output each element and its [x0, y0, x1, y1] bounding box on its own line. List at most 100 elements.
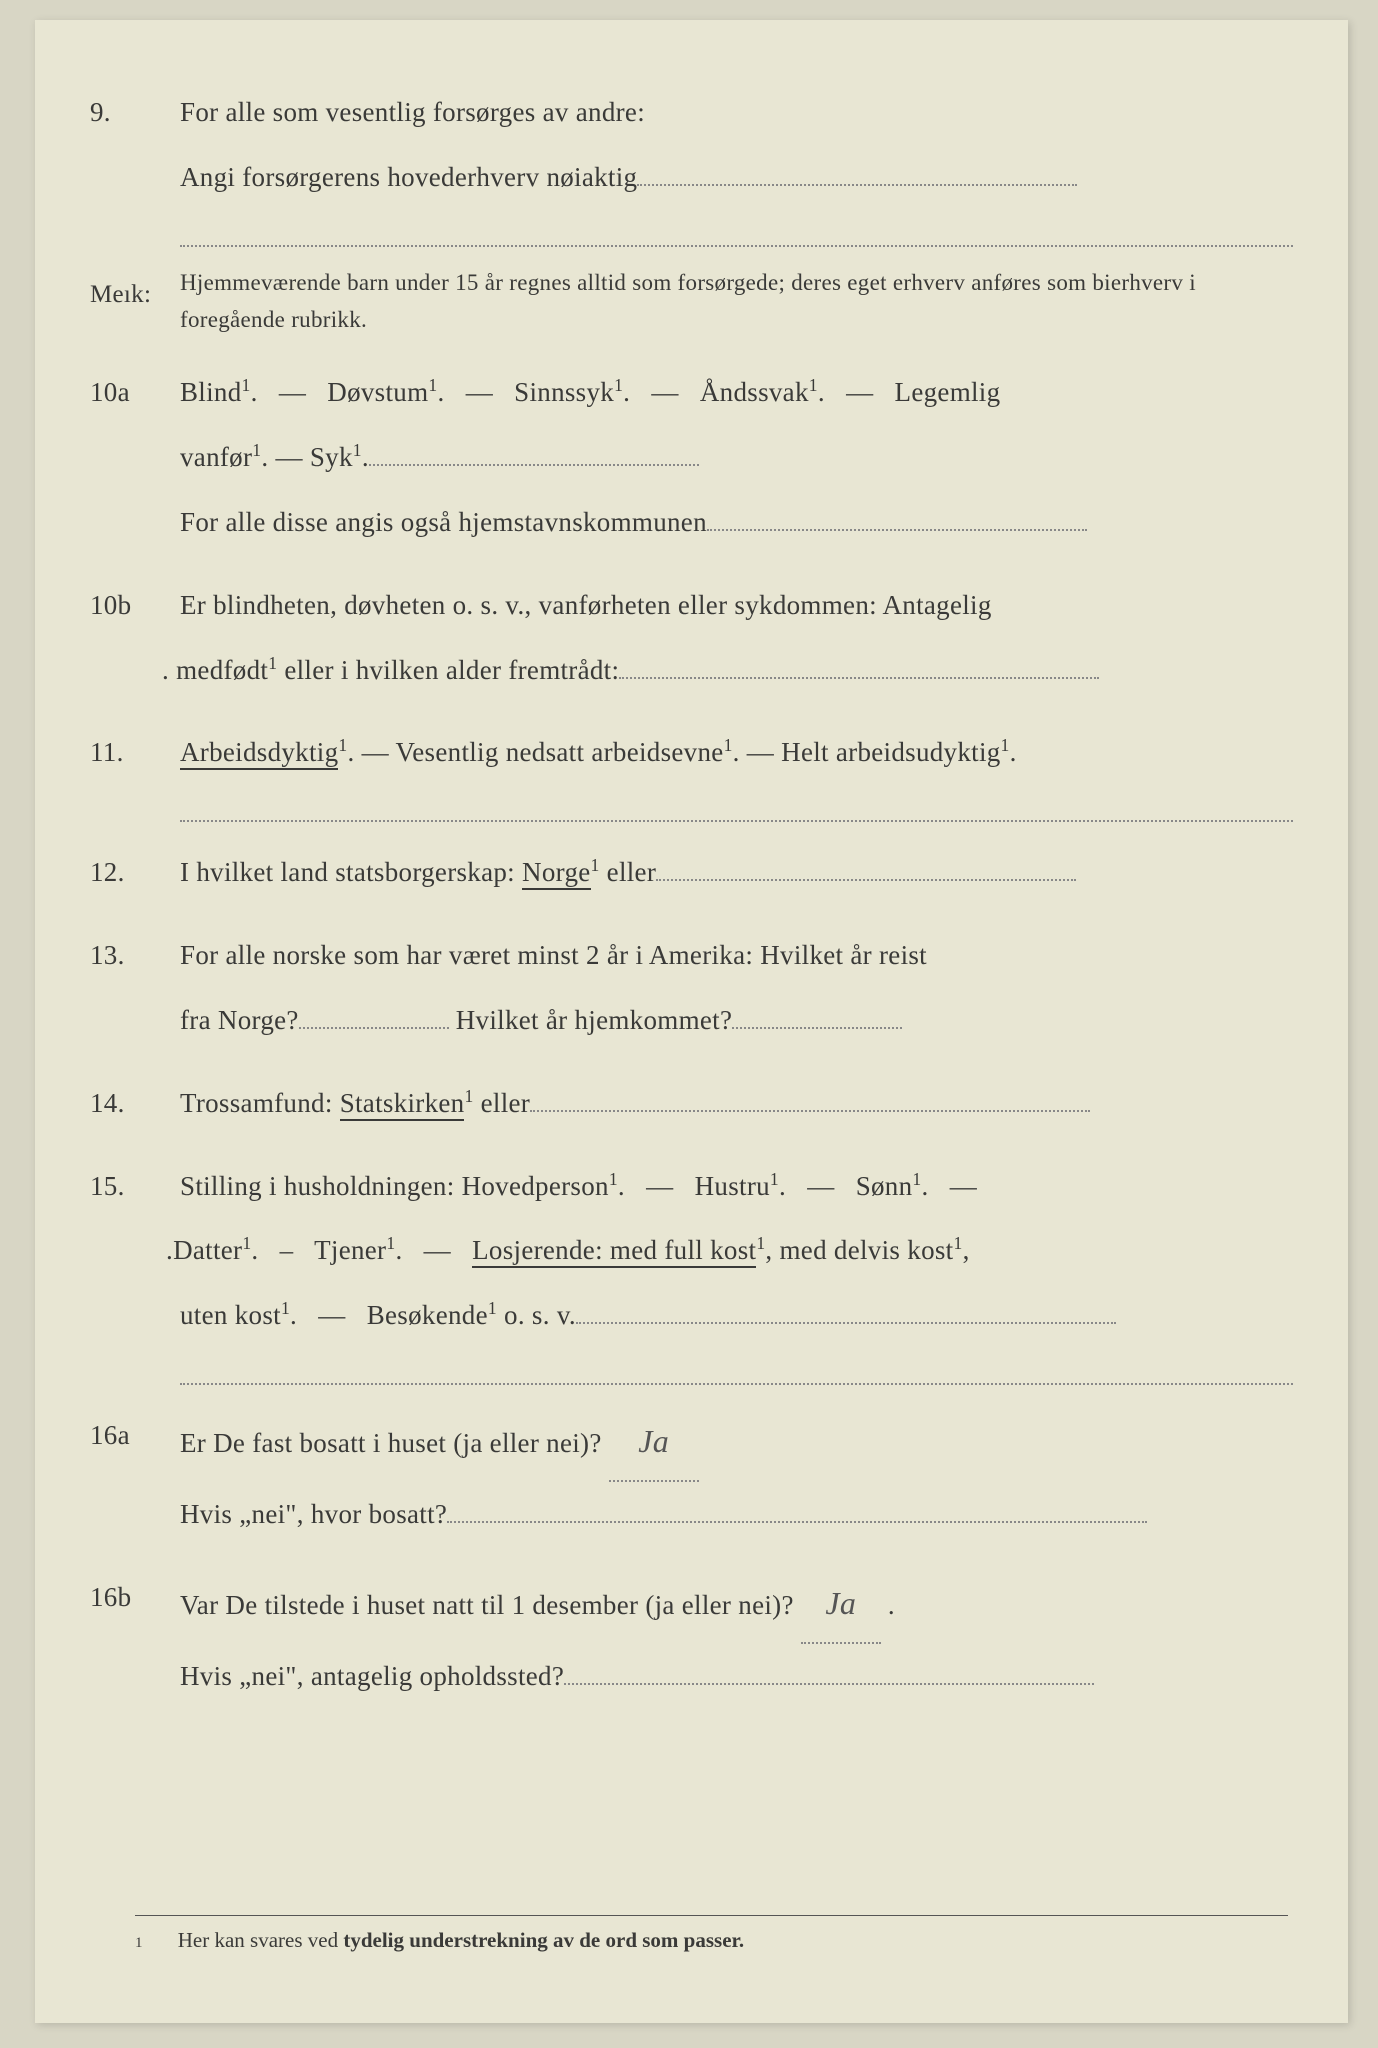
fill-line[interactable]: [637, 184, 1077, 186]
text: Hvilket år hjemkommet?: [449, 1005, 733, 1035]
opt: Datter: [173, 1235, 242, 1265]
q16a-line2: Hvis „nei", hvor bosatt?: [180, 1482, 1293, 1547]
period: .: [818, 377, 825, 407]
question-13: 13. For alle norske som har været minst …: [90, 923, 1293, 1053]
fill-line[interactable]: [707, 529, 1087, 531]
handwritten-answer: Ja: [638, 1423, 669, 1459]
opt-underlined: Statskirken: [340, 1088, 465, 1121]
sup: 1: [953, 1233, 962, 1253]
sep: —: [639, 1171, 680, 1201]
text: Hvis „nei", hvor bosatt?: [180, 1499, 447, 1529]
question-14: 14. Trossamfund: Statskirken1 eller: [90, 1071, 1293, 1136]
period: .: [362, 442, 369, 472]
sep: —: [417, 1235, 458, 1265]
sup: 1: [464, 1086, 473, 1106]
q15-line1: Stilling i husholdningen: Hovedperson1. …: [180, 1154, 1293, 1219]
fill-line[interactable]: [369, 464, 699, 466]
q16a-line1: Er De fast bosatt i huset (ja eller nei)…: [180, 1403, 1293, 1482]
opt: Åndssvak: [700, 377, 809, 407]
text: I hvilket land statsborgerskap:: [180, 857, 522, 887]
sup: 1: [281, 1298, 290, 1318]
fill-line[interactable]: [576, 1322, 1116, 1324]
question-11: 11. Arbeidsdyktig1. — Vesentlig nedsatt …: [90, 720, 1293, 785]
sup: 1: [488, 1298, 497, 1318]
opt-underlined: Arbeidsdyktig: [180, 737, 338, 770]
fill-line-full[interactable]: [180, 1366, 1293, 1385]
q13-line1: For alle norske som har været minst 2 år…: [180, 923, 1293, 988]
fill-line[interactable]: Ja: [801, 1565, 881, 1644]
footnote-bold: tydelig understrekning av de ord som pas…: [343, 1928, 744, 1952]
merk-label: Meık:: [90, 265, 180, 339]
period: .: [779, 1171, 786, 1201]
q15-line2: .Datter1. – Tjener1. — Losjerende: med f…: [166, 1218, 1293, 1283]
question-number: 11.: [90, 720, 180, 785]
period: .: [623, 377, 630, 407]
merk-text: Hjemmeværende barn under 15 år regnes al…: [180, 265, 1293, 339]
sup: 1: [591, 855, 600, 875]
text: , med delvis kost: [765, 1235, 953, 1265]
q10b-line2: . medfødt1 eller i hvilken alder fremtrå…: [162, 638, 1293, 703]
q9-line2-text: Angi forsørgerens hovederhverv nøiaktig: [180, 162, 637, 192]
q16b-line1: Var De tilstede i huset natt til 1 desem…: [180, 1565, 1293, 1644]
footnote-number: 1: [135, 1935, 143, 1951]
question-number: 16a: [90, 1403, 180, 1547]
merk-note: Meık: Hjemmeværende barn under 15 år reg…: [90, 265, 1293, 339]
sup: 1: [724, 735, 733, 755]
sup: 1: [614, 375, 623, 395]
fill-line[interactable]: Ja: [609, 1403, 699, 1482]
text: Var De tilstede i huset natt til 1 desem…: [180, 1590, 794, 1620]
fill-line[interactable]: [656, 879, 1076, 881]
period: .: [437, 377, 444, 407]
period: .: [251, 1235, 258, 1265]
opt-underlined: Norge: [522, 857, 591, 890]
sup: 1: [242, 375, 251, 395]
fill-line[interactable]: [619, 677, 1099, 679]
sep: —: [311, 1300, 352, 1330]
period: .: [290, 1300, 297, 1330]
question-content: Er De fast bosatt i huset (ja eller nei)…: [180, 1403, 1293, 1547]
opt: Sinnssyk: [514, 377, 614, 407]
footnote: 1 Her kan svares ved tydelig understrekn…: [135, 1915, 1288, 1953]
opt: vanfør: [180, 442, 252, 472]
opt: Hustru: [695, 1171, 770, 1201]
period: .: [347, 737, 354, 767]
fill-line-full[interactable]: [180, 228, 1293, 247]
fill-line[interactable]: [530, 1110, 1090, 1112]
sup: 1: [353, 440, 362, 460]
text: Stilling i husholdningen: Hovedperson: [180, 1171, 609, 1201]
question-content: For alle som vesentlig forsørges av andr…: [180, 80, 1293, 210]
fill-line[interactable]: [299, 1027, 449, 1029]
question-content: For alle norske som har været minst 2 år…: [180, 923, 1293, 1053]
question-number: 14.: [90, 1071, 180, 1136]
question-content: Trossamfund: Statskirken1 eller: [180, 1071, 1293, 1136]
question-9: 9. For alle som vesentlig forsørges av a…: [90, 80, 1293, 210]
question-content: Var De tilstede i huset natt til 1 desem…: [180, 1565, 1293, 1709]
sep: —: [800, 1171, 841, 1201]
fill-line-full[interactable]: [180, 803, 1293, 822]
sep: —: [839, 377, 880, 407]
fill-line[interactable]: [447, 1521, 1147, 1523]
sup: 1: [609, 1169, 618, 1189]
period: .: [251, 377, 258, 407]
question-12: 12. I hvilket land statsborgerskap: Norg…: [90, 840, 1293, 905]
question-number: 16b: [90, 1565, 180, 1709]
question-content: Stilling i husholdningen: Hovedperson1. …: [180, 1154, 1293, 1348]
sup: 1: [770, 1169, 779, 1189]
sup: 1: [268, 653, 277, 673]
q9-line2: Angi forsørgerens hovederhverv nøiaktig: [180, 145, 1293, 210]
question-content: Er blindheten, døvheten o. s. v., vanfør…: [180, 573, 1293, 703]
question-content: I hvilket land statsborgerskap: Norge1 e…: [180, 840, 1293, 905]
sep: —: [943, 1171, 977, 1201]
text: fra Norge?: [180, 1005, 299, 1035]
opt: Blind: [180, 377, 242, 407]
sep: —: [275, 442, 309, 472]
fill-line[interactable]: [732, 1027, 902, 1029]
fill-line[interactable]: [564, 1683, 1094, 1685]
text: eller: [474, 1088, 531, 1118]
sup: 1: [809, 375, 818, 395]
sep: —: [644, 377, 685, 407]
text: o. s. v.: [497, 1300, 576, 1330]
opt: Sønn: [856, 1171, 913, 1201]
text: Trossamfund:: [180, 1088, 340, 1118]
opt: Tjener: [314, 1235, 386, 1265]
